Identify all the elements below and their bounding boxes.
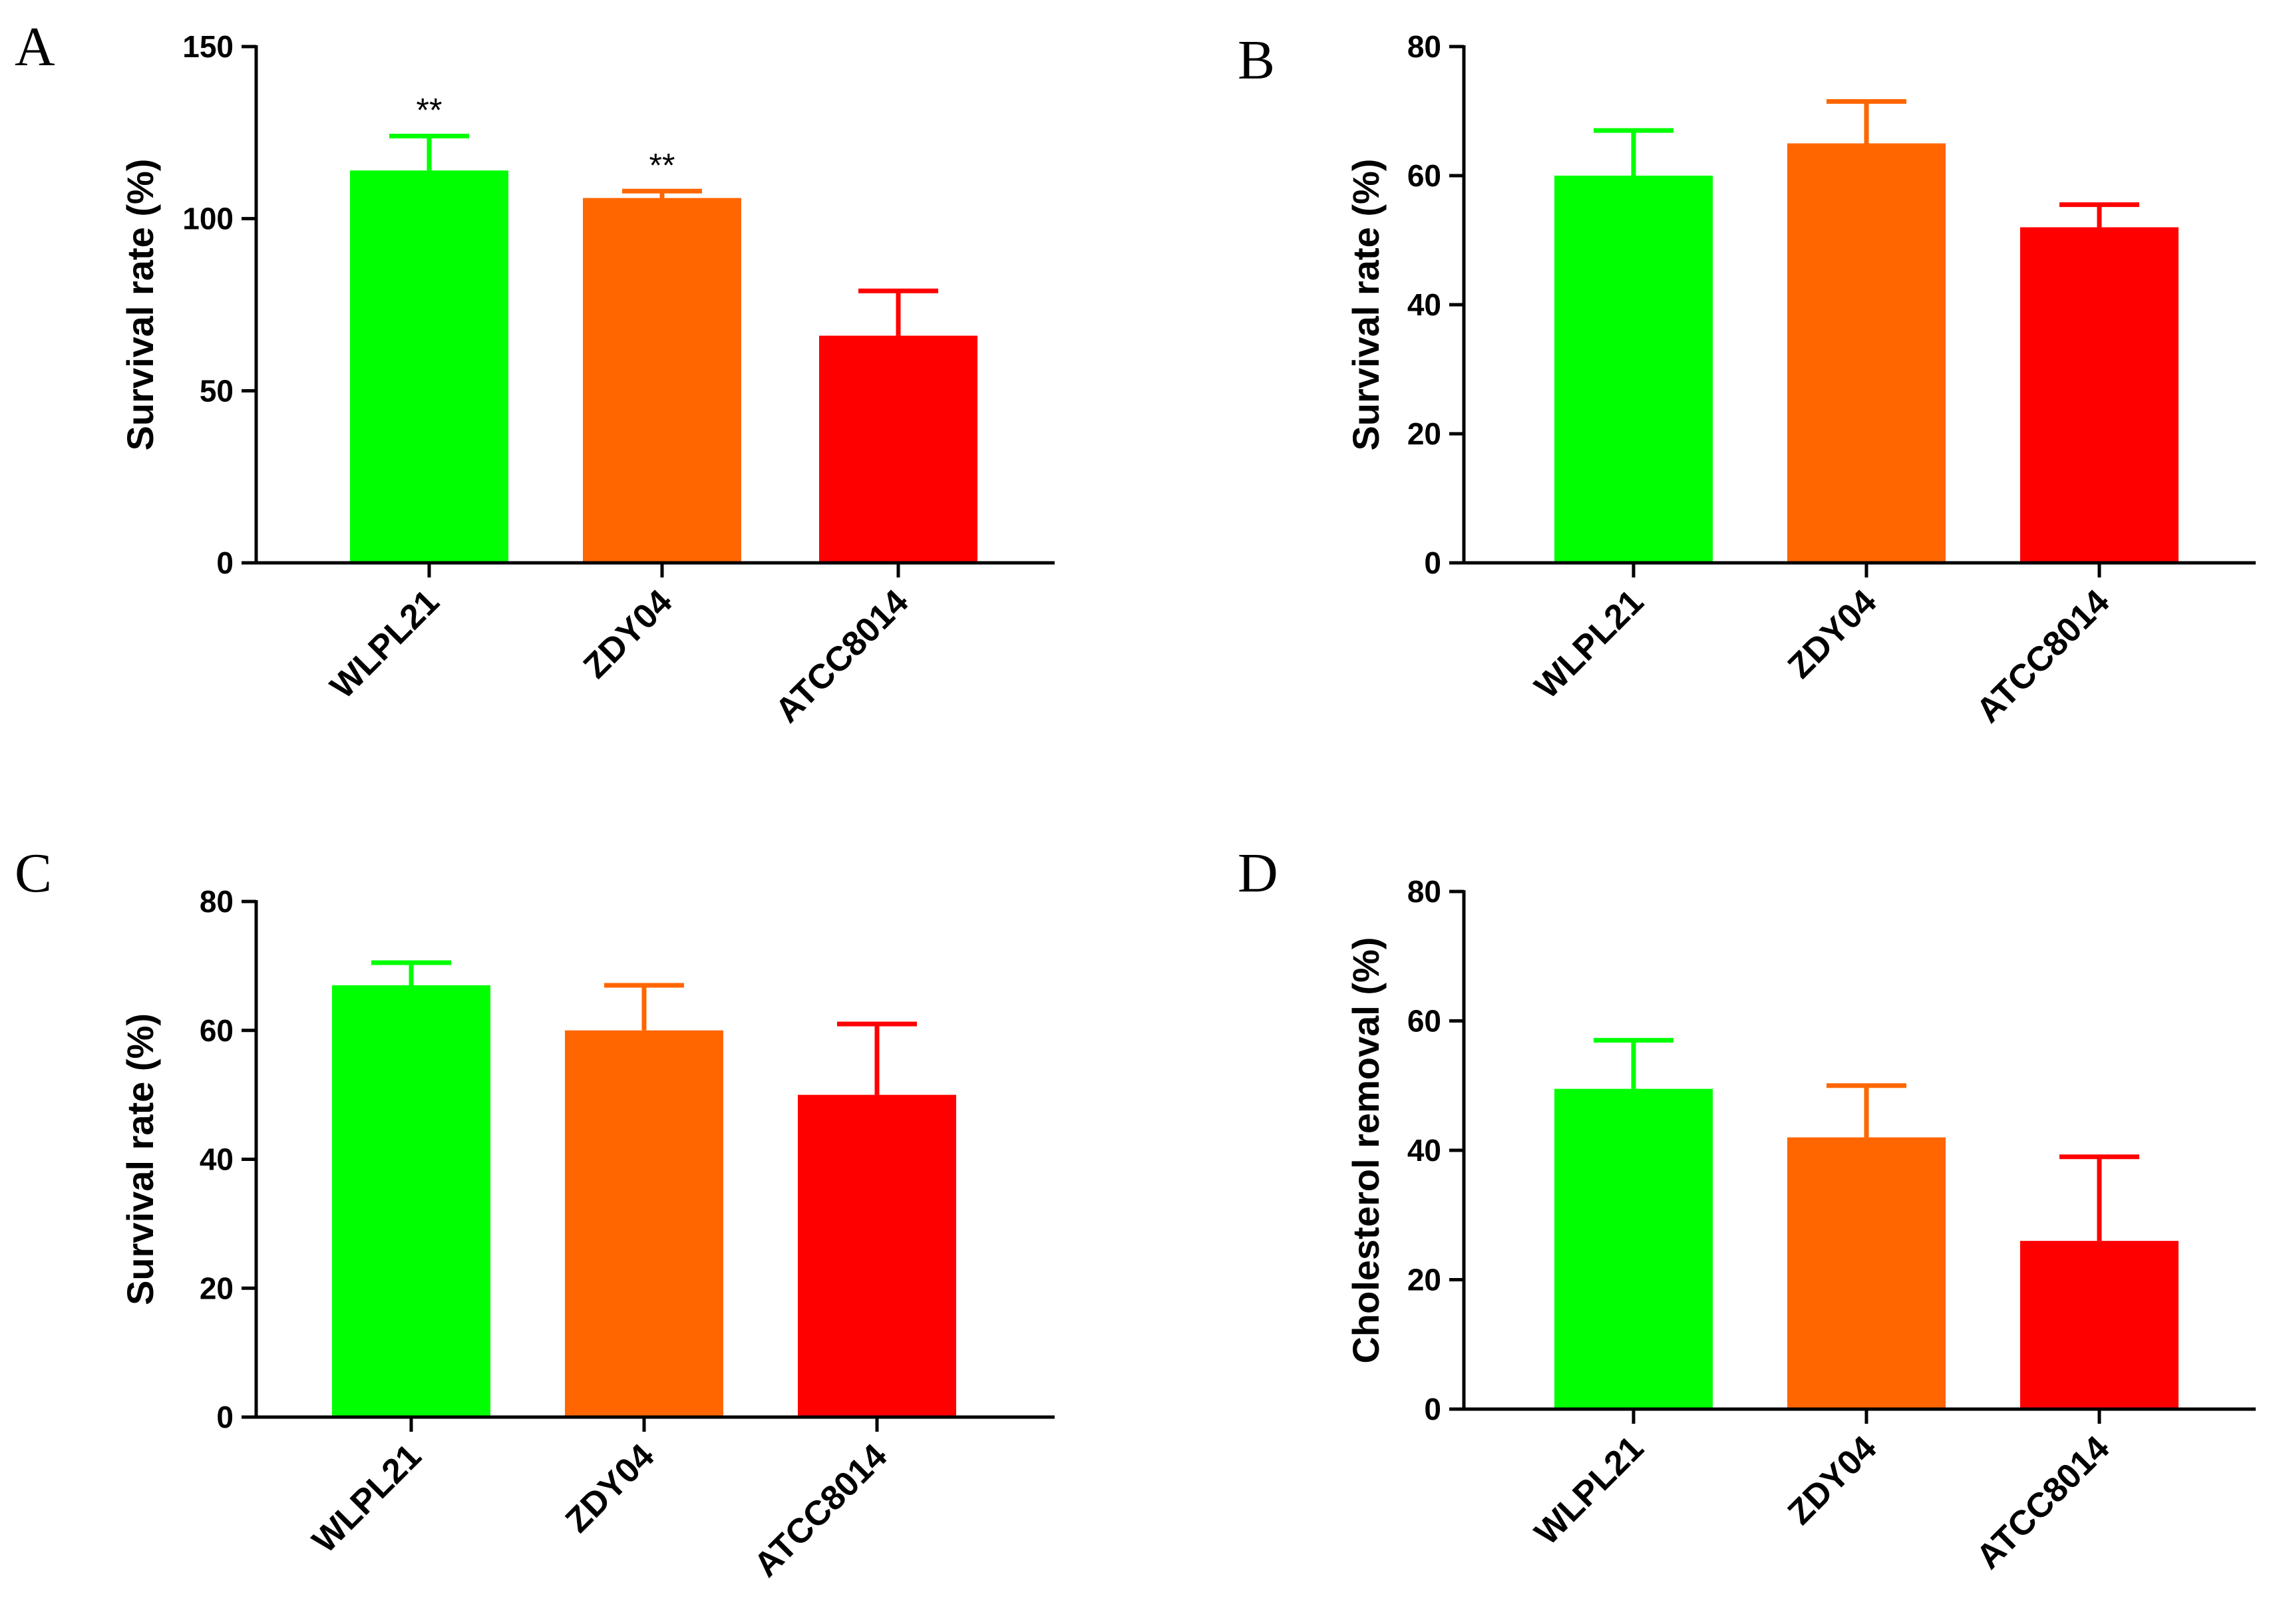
significance-marker: ** [417,92,442,129]
error-bar [2059,1154,2139,1241]
x-tick-label: ZDY04 [1781,1428,1884,1532]
bar-atcc8014 [798,1094,956,1417]
error-bar [371,960,451,985]
y-tick-label: 100 [182,202,234,236]
y-tick-label: 50 [200,373,234,408]
error-bar [2059,202,2139,228]
error-bar [389,134,469,171]
axes [254,45,1055,565]
y-axis-title: Survival rate (%) [119,159,161,451]
bar-wlpl21 [1554,1088,1713,1409]
x-tick-label: ATCC8014 [768,582,916,730]
error-bar [837,1021,917,1095]
x-tick-label: WLPL21 [323,582,446,706]
error-bar [858,288,938,336]
y-tick-label: 0 [216,546,234,580]
bar-atcc8014 [2020,227,2179,563]
x-tick-label: ATCC8014 [747,1436,894,1584]
error-bar [1827,98,1906,144]
y-tick-label: 80 [1407,874,1441,909]
panel-letter: C [15,842,52,904]
panel-d: D 0 20 40 60 80 WLPL21 ZDY04 ATCC8014 Cholesterol… [1238,842,2256,1577]
y-tick-label: 0 [216,1400,234,1434]
y-axis-title: Survival rate (%) [119,1013,161,1305]
y-tick-label: 0 [1424,1392,1441,1426]
y-tick-label: 80 [1407,29,1441,64]
y-tick-label: 20 [200,1271,234,1305]
x-tick-label: WLPL21 [1527,1428,1651,1552]
panel-a: A ** ** 0 50 100 150 WLPL21 ZDY04 ATCC8014 Surviva… [15,16,1055,731]
x-tick-label: WLPL21 [1527,582,1651,706]
panel-c: C 0 20 40 60 80 WLPL21 ZDY04 ATCC8014 Survival ra… [15,842,1055,1585]
y-axis-title: Cholesterol removal (%) [1345,937,1387,1363]
panel-letter: D [1238,842,1278,904]
bar-zdy04 [565,1030,723,1417]
x-tick-label: ATCC8014 [1969,582,2117,730]
error-bar [1594,1038,1673,1089]
x-tick-label: ZDY04 [576,582,680,686]
bar-wlpl21 [1554,176,1713,563]
y-tick-label: 40 [1407,287,1441,322]
bar-wlpl21 [332,985,490,1417]
x-tick-label: WLPL21 [305,1436,429,1560]
y-tick-label: 40 [200,1142,234,1177]
y-tick-label: 60 [1407,1004,1441,1039]
y-tick-label: 20 [1407,416,1441,451]
bar-atcc8014 [819,335,977,563]
x-tick-label: ATCC8014 [1969,1428,2117,1576]
y-tick-label: 150 [182,29,234,64]
y-tick-label: 40 [1407,1133,1441,1168]
bar-zdy04 [583,198,741,563]
bar-zdy04 [1787,143,1946,563]
panel-letter: B [1238,29,1275,91]
error-bar [1827,1083,1906,1138]
panel-b: B 0 20 40 60 80 WLPL21 ZDY04 ATCC8014 Survival ra… [1238,29,2256,731]
panel-letter: A [15,16,55,78]
bar-atcc8014 [2020,1241,2179,1409]
bar-wlpl21 [350,170,508,563]
error-bar [604,983,684,1031]
y-tick-label: 80 [200,884,234,919]
error-bar [622,188,702,198]
y-tick-label: 60 [200,1013,234,1048]
x-tick-label: ZDY04 [558,1436,662,1540]
y-tick-label: 0 [1424,546,1441,580]
error-bar [1594,128,1673,176]
y-axis-title: Survival rate (%) [1345,159,1387,451]
bar-zdy04 [1787,1137,1946,1409]
y-tick-label: 20 [1407,1263,1441,1297]
x-tick-label: ZDY04 [1781,582,1884,686]
y-tick-label: 60 [1407,158,1441,193]
significance-marker: ** [649,146,675,184]
